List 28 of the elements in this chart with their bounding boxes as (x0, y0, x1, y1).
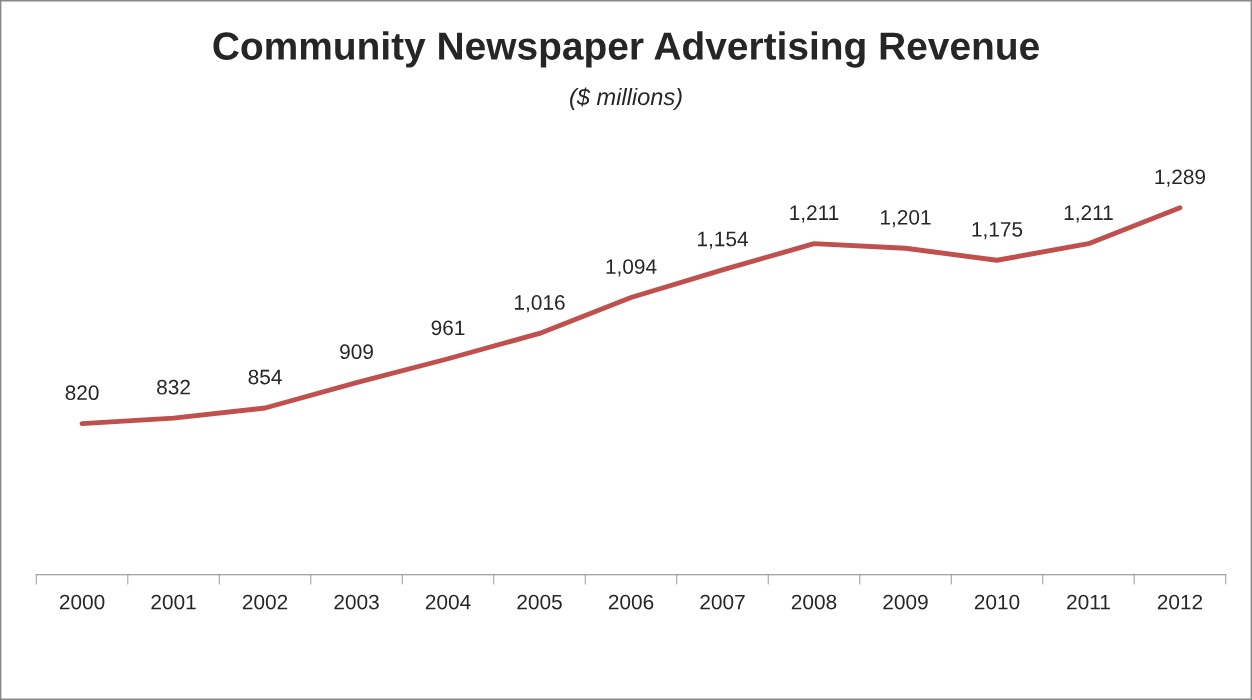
data-label: 1,094 (606, 259, 657, 277)
data-label: 1,211 (790, 205, 839, 223)
data-label: 1,201 (881, 209, 931, 228)
data-label: 1,289 (1155, 169, 1206, 187)
x-tick-label: 2012 (1157, 594, 1203, 610)
data-label: 854 (248, 369, 282, 385)
x-tick-label: 2011 (1067, 594, 1110, 610)
chart-subtitle: ($ millions) (570, 87, 682, 110)
x-tick-label: 2009 (883, 594, 928, 610)
data-label: 909 (340, 344, 373, 360)
x-tick-label: 2008 (791, 594, 837, 610)
data-label: 1,016 (515, 295, 565, 313)
x-tick-label: 2004 (425, 594, 471, 610)
x-tick-label: 2005 (517, 594, 562, 610)
x-tick-label: 2003 (334, 594, 379, 610)
x-tick-label: 2010 (974, 594, 1020, 610)
x-tick-label: 2007 (700, 594, 745, 610)
data-label: 1,175 (972, 222, 1023, 240)
x-tick-label: 2001 (151, 594, 196, 610)
data-label: 1,211 (1064, 205, 1113, 223)
x-tick-label: 2000 (59, 594, 105, 610)
x-tick-label: 2002 (242, 594, 288, 610)
data-label: 1,154 (698, 231, 748, 249)
x-tick-label: 2006 (608, 594, 654, 610)
data-label: 832 (157, 379, 190, 395)
data-label: 961 (431, 320, 465, 336)
data-label: 820 (65, 385, 99, 401)
chart-title: Community Newspaper Advertising Revenue (213, 31, 1039, 68)
